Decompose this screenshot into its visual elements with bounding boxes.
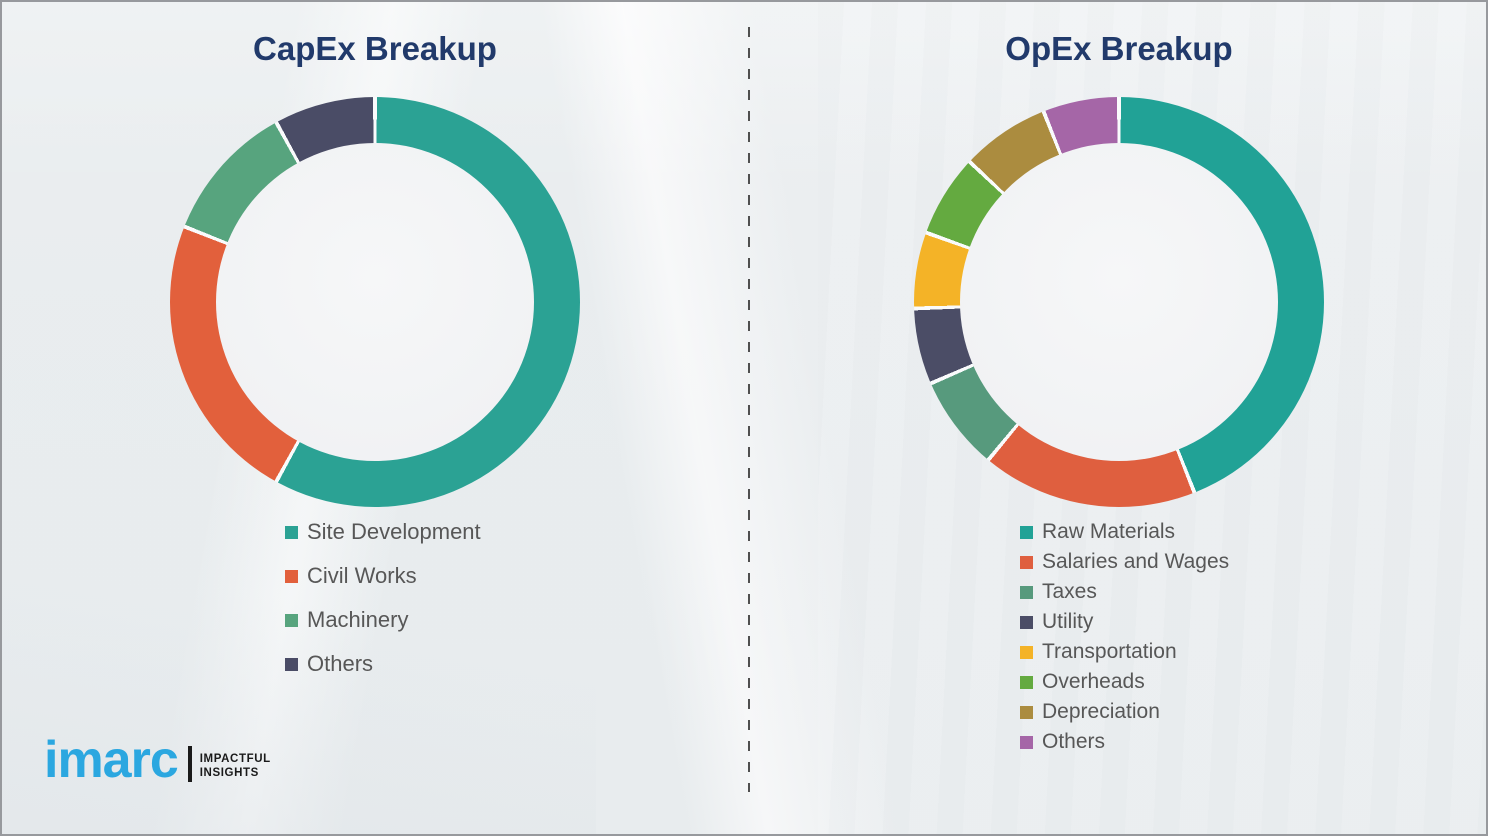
capex-donut-hole [216,143,534,461]
legend-item: Others [285,642,481,686]
opex-donut-chart [914,97,1324,507]
opex-chart-panel: OpEx Breakup Raw Materials Salaries and W… [914,2,1324,834]
legend-swatch [285,613,298,627]
legend-item: Machinery [285,598,481,642]
legend-item: Depreciation [1020,697,1229,727]
legend-swatch [1020,675,1033,689]
legend-item: Civil Works [285,554,481,598]
legend-label: Civil Works [307,563,417,588]
vertical-dashed-divider [748,27,750,792]
legend-label: Salaries and Wages [1042,550,1230,573]
legend-label: Raw Materials [1042,520,1176,543]
legend-label: Site Development [307,519,481,544]
capex-donut-chart [170,97,580,507]
capex-legend: Site Development Civil Works Machinery Othe… [285,510,481,686]
legend-item: Site Development [285,510,481,554]
legend-label: Depreciation [1042,700,1160,723]
legend-swatch [285,569,298,583]
legend-swatch [1020,525,1033,539]
legend-item: Transportation [1020,637,1229,667]
legend-swatch [285,525,298,539]
opex-legend: Raw Materials Salaries and Wages Taxes Util… [1020,517,1229,757]
imarc-logo-divider-bar [187,745,192,782]
legend-item: Salaries and Wages [1020,547,1229,577]
capex-chart-panel: CapEx Breakup Site Development Civil Work… [170,2,580,834]
legend-swatch [1020,705,1033,719]
legend-swatch [1020,585,1033,599]
legend-label: Others [307,651,374,676]
legend-swatch [1020,615,1033,629]
legend-item: Others [1020,727,1229,757]
legend-swatch [285,657,298,671]
legend-swatch [1020,645,1033,659]
legend-swatch [1020,735,1033,749]
imarc-logo: imarc IMPACTFUL INSIGHTS [44,731,271,789]
legend-swatch [1020,555,1033,569]
legend-label: Transportation [1042,640,1177,663]
legend-label: Machinery [307,607,409,632]
legend-label: Taxes [1042,580,1097,603]
capex-chart-title: CapEx Breakup [253,30,497,67]
legend-label: Utility [1042,610,1094,633]
legend-label: Overheads [1042,670,1145,693]
legend-item: Utility [1020,607,1229,637]
tagline-line-1: IMPACTFUL [199,753,271,766]
tagline-line-2: INSIGHTS [199,766,259,779]
opex-donut-hole [960,143,1278,461]
legend-label: Others [1042,730,1106,753]
legend-item: Raw Materials [1020,517,1229,547]
imarc-logo-tagline: IMPACTFUL INSIGHTS [200,753,271,781]
legend-item: Taxes [1020,577,1229,607]
opex-chart-title: OpEx Breakup [1005,30,1233,67]
imarc-logo-wordmark: imarc [44,731,179,789]
legend-item: Overheads [1020,667,1229,697]
